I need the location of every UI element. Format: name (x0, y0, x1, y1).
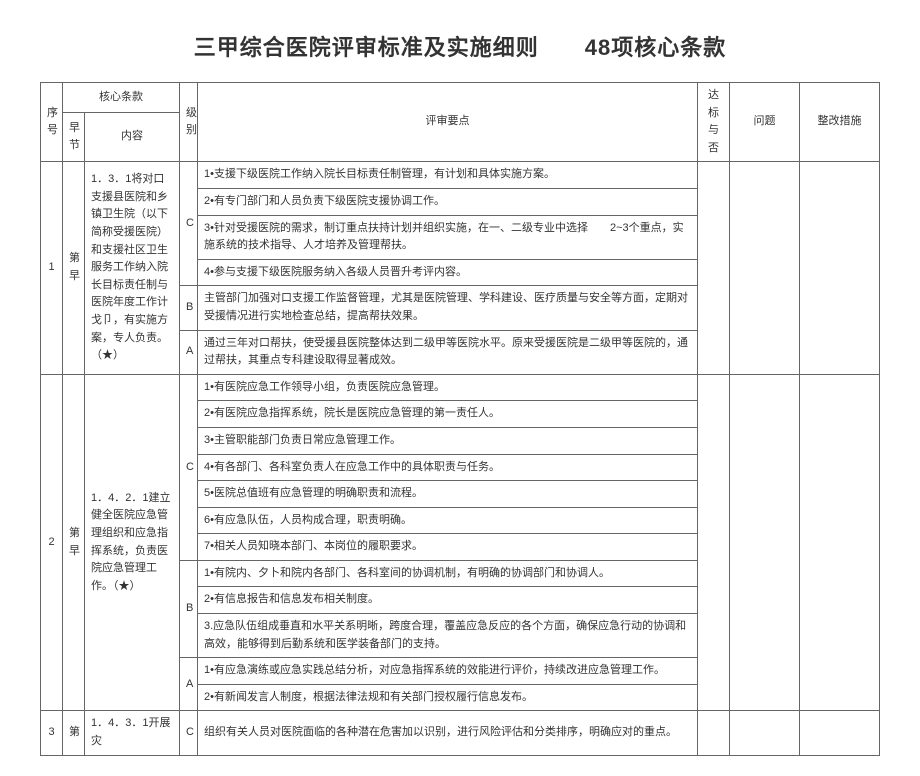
fix-cell (800, 374, 880, 711)
points-cell: 4•有各部门、各科室负责人在应急工作中的具体职责与任务。 (198, 454, 698, 481)
table-row: 2第早1．4．2．1建立健全医院应急管理组织和应急指挥系统，负责医院应急管理工作… (41, 374, 880, 401)
chapter-cell: 第早 (63, 374, 85, 711)
seq-cell: 3 (41, 711, 63, 755)
content-cell: 1．3．1将对口支援县医院和乡镇卫生院（以下简称受援医院）和支援社区卫生服务工作… (85, 162, 180, 374)
header-fix: 整改措施 (800, 83, 880, 162)
points-cell: 2•有医院应急指挥系统，院长是医院应急管理的第一责任人。 (198, 401, 698, 428)
points-cell: 2•有专门部门和人员负责下级医院支援协调工作。 (198, 188, 698, 215)
level-cell: C (180, 374, 198, 560)
points-cell: 4•参与支援下级医院服务纳入各级人员晋升考评内容。 (198, 259, 698, 286)
pass-cell (698, 711, 730, 755)
points-cell: 1•有应急演练或应急实践总结分析，对应急指挥系统的效能进行评价，持续改进应急管理… (198, 658, 698, 685)
points-cell: 2•有信息报告和信息发布相关制度。 (198, 587, 698, 614)
header-content: 内容 (85, 112, 180, 162)
header-seq: 序号 (41, 83, 63, 162)
level-cell: A (180, 330, 198, 374)
fix-cell (800, 162, 880, 374)
points-cell: 组织有关人员对医院面临的各种潜在危害加以识别，进行风险评估和分类排序，明确应对的… (198, 711, 698, 755)
content-cell: 1．4．3．1开展灾 (85, 711, 180, 755)
points-cell: 5•医院总值班有应急管理的明确职责和流程。 (198, 481, 698, 508)
header-points: 评审要点 (198, 83, 698, 162)
level-cell: C (180, 711, 198, 755)
seq-cell: 2 (41, 374, 63, 711)
standards-table: 序号 核心条款 级别 评审要点 达标与否 问题 整改措施 早节 内容 1第早1．… (40, 82, 880, 756)
header-level: 级别 (180, 83, 198, 162)
header-issue: 问题 (730, 83, 800, 162)
points-cell: 1•有院内、夕卜和院内各部门、各科室间的协调机制，有明确的协调部门和协调人。 (198, 560, 698, 587)
table-row: 1第早1．3．1将对口支援县医院和乡镇卫生院（以下简称受援医院）和支援社区卫生服… (41, 162, 880, 189)
points-cell: 3.应急队伍组成垂直和水平关系明晰，跨度合理，覆盖应急反应的各个方面，确保应急行… (198, 614, 698, 658)
chapter-cell: 第 (63, 711, 85, 755)
fix-cell (800, 711, 880, 755)
points-cell: 6•有应急队伍，人员构成合理，职责明确。 (198, 507, 698, 534)
points-cell: 2•有新闻发言人制度，根据法律法规和有关部门授权履行信息发布。 (198, 684, 698, 711)
header-core: 核心条款 (63, 83, 180, 113)
pass-cell (698, 374, 730, 711)
level-cell: A (180, 658, 198, 711)
points-cell: 7•相关人员知晓本部门、本岗位的履职要求。 (198, 534, 698, 561)
header-pass: 达标与否 (698, 83, 730, 162)
level-cell: B (180, 560, 198, 657)
points-cell: 1•有医院应急工作领导小组，负责医院应急管理。 (198, 374, 698, 401)
issue-cell (730, 374, 800, 711)
content-cell: 1．4．2．1建立健全医院应急管理组织和应急指挥系统，负责医院应急管理工作。（★… (85, 374, 180, 711)
header-chapter: 早节 (63, 112, 85, 162)
seq-cell: 1 (41, 162, 63, 374)
points-cell: 主管部门加强对口支援工作监督管理，尤其是医院管理、学科建设、医疗质量与安全等方面… (198, 286, 698, 330)
level-cell: C (180, 162, 198, 286)
points-cell: 3•针对受援医院的需求，制订重点扶持计划并组织实施，在一、二级专业中选择 2~3… (198, 215, 698, 259)
level-cell: B (180, 286, 198, 330)
points-cell: 3•主管职能部门负责日常应急管理工作。 (198, 427, 698, 454)
issue-cell (730, 711, 800, 755)
chapter-cell: 第早 (63, 162, 85, 374)
table-row: 3第1．4．3．1开展灾C组织有关人员对医院面临的各种潜在危害加以识别，进行风险… (41, 711, 880, 755)
pass-cell (698, 162, 730, 374)
page-title: 三甲综合医院评审标准及实施细则 48项核心条款 (40, 30, 880, 62)
points-cell: 通过三年对口帮扶，使受援县医院整体达到二级甲等医院水平。原来受援医院是二级甲等医… (198, 330, 698, 374)
points-cell: 1•支援下级医院工作纳入院长目标责任制管理，有计划和具体实施方案。 (198, 162, 698, 189)
issue-cell (730, 162, 800, 374)
